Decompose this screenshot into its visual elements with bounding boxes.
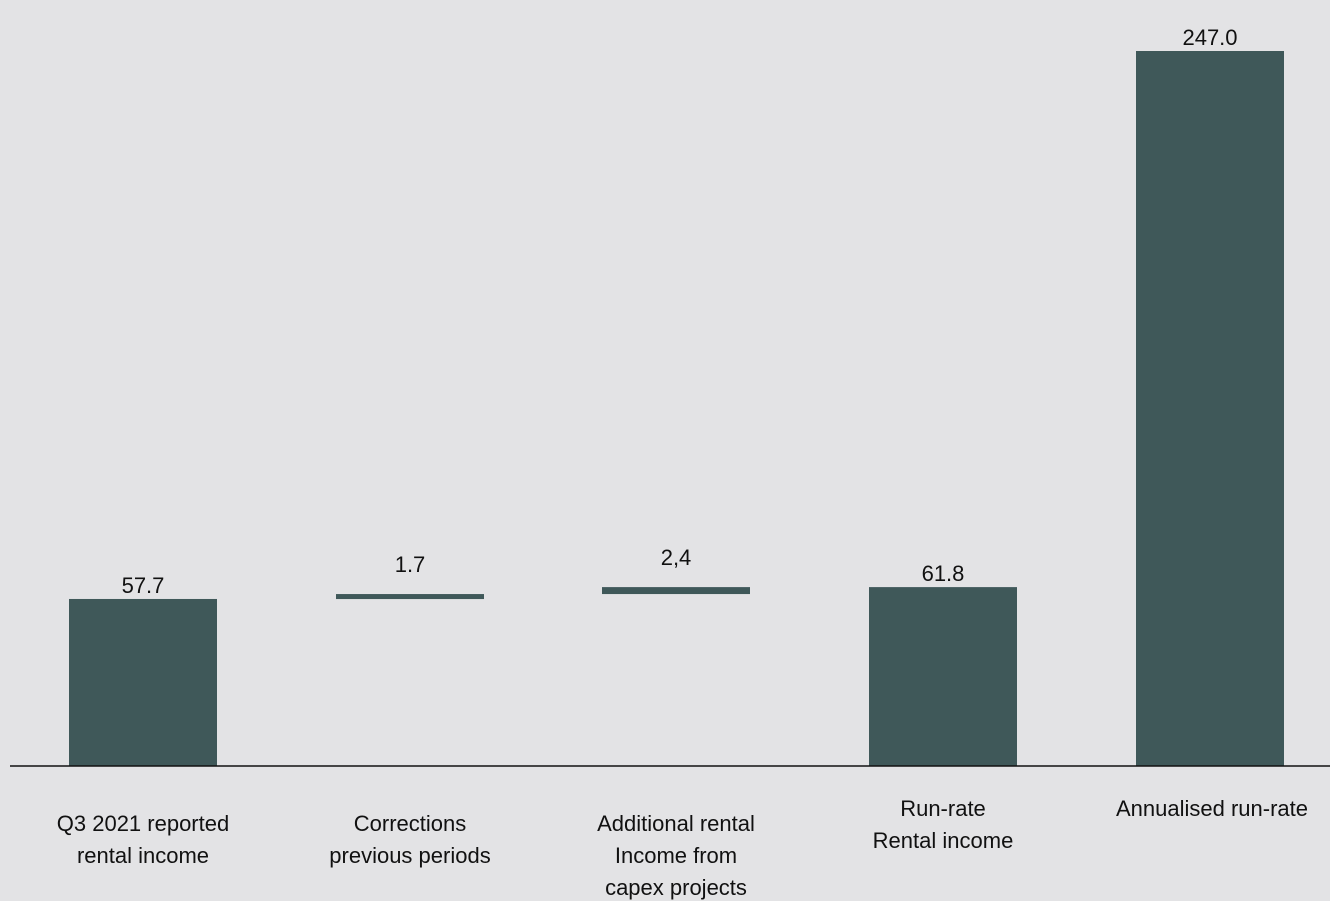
bars-group — [69, 51, 1284, 766]
category-label-3: Run-rate Rental income — [873, 796, 1014, 853]
category-label-1: Corrections previous periods — [329, 811, 490, 868]
bar-3 — [869, 587, 1017, 766]
category-label-4-line-0: Annualised run-rate — [1116, 796, 1308, 821]
category-label-3-line-1: Rental income — [873, 828, 1014, 853]
category-label-0-line-0: Q3 2021 reported — [57, 811, 229, 836]
bar-1 — [336, 594, 484, 600]
category-label-1-line-1: previous periods — [329, 843, 490, 868]
value-label-3: 61.8 — [922, 561, 965, 586]
category-label-4: Annualised run-rate — [1116, 796, 1308, 821]
value-label-2: 2,4 — [661, 545, 692, 570]
category-label-2-line-0: Additional rental — [597, 811, 755, 836]
value-label-4: 247.0 — [1182, 25, 1237, 50]
category-label-3-line-0: Run-rate — [900, 796, 986, 821]
value-label-1: 1.7 — [395, 552, 426, 577]
value-labels-group: 57.7 1.7 2,4 61.8 247.0 — [122, 25, 1238, 598]
category-labels-group: Q3 2021 reported rental income Corrections… — [57, 796, 1308, 900]
category-label-2-line-2: capex projects — [605, 875, 747, 900]
category-label-0-line-1: rental income — [77, 843, 209, 868]
category-label-2-line-1: Income from — [615, 843, 737, 868]
category-label-2: Additional rental Income from capex projec… — [597, 811, 755, 900]
bar-0 — [69, 598, 217, 766]
bar-2 — [602, 587, 750, 595]
category-label-1-line-0: Corrections — [354, 811, 466, 836]
value-label-0: 57.7 — [122, 573, 165, 598]
category-label-0: Q3 2021 reported rental income — [57, 811, 229, 868]
bar-4 — [1136, 51, 1284, 766]
